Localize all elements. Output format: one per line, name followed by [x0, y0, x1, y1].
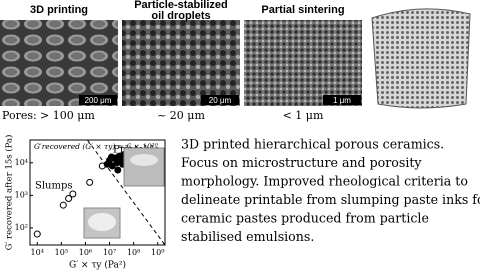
sem-image: [244, 20, 362, 106]
x-tick-label: 10⁷: [103, 248, 116, 257]
panel-title: 3D printing: [30, 4, 88, 16]
x-tick-label: 10⁹: [151, 248, 165, 257]
summary-line: stabilised emulsions.: [181, 229, 314, 244]
pores-label: Pores:: [2, 109, 37, 122]
sem-image: [122, 20, 240, 106]
data-point: [86, 178, 94, 186]
x-axis-label: G′ × τy (Pa²): [69, 260, 126, 271]
pore-size: > 100 μm: [40, 109, 95, 122]
sem-image: [0, 20, 118, 106]
x-tick-label: 10⁴: [31, 248, 44, 257]
x-tick-label: 10⁶: [79, 248, 92, 257]
scale-bar: 1 μm: [333, 96, 351, 105]
summary-line: 3D printed hierarchical porous ceramics.: [181, 137, 444, 152]
panel-title: oil droplets: [151, 10, 210, 22]
data-point: [65, 195, 73, 203]
scale-bar: 200 μm: [85, 96, 112, 105]
plot-frame: [29, 139, 166, 246]
x-tick-label: 10⁵: [55, 248, 68, 257]
y-tick-label: 10³: [15, 190, 28, 199]
y-tick-label: 10²: [15, 223, 28, 232]
scale-bar-bg: [201, 95, 239, 105]
summary-line: ceramic pastes produced from particle: [181, 211, 429, 226]
scale-bar-bg: [323, 95, 361, 105]
summary-line: delineate printable from slumping paste …: [181, 192, 480, 207]
y-axis-label: G′ recovered after 15s (Pa): [4, 135, 15, 251]
pore-size: ~ 20 μm: [157, 109, 205, 122]
x-tick-label: 10⁸: [127, 248, 140, 257]
data-point: [59, 201, 67, 209]
series-label: Slumps: [35, 181, 73, 192]
y-tick-label: 10⁴: [15, 158, 28, 167]
pore-size: < 1 μm: [283, 109, 324, 122]
summary-line: Focus on microstructure and porosity: [181, 155, 422, 170]
data-point: [107, 153, 115, 161]
scale-bar-bg: [79, 95, 117, 105]
panel-title: Particle-stabilized: [134, 0, 228, 11]
data-point: [33, 230, 41, 238]
inset-photos: [83, 147, 165, 239]
data-point: [114, 166, 122, 174]
threshold-line: [86, 139, 166, 246]
render-3d: [371, 8, 471, 109]
chart-title: G′recovered (G′ × τy) ≈ 6 × 10¹⁰: [34, 142, 158, 151]
summary-line: morphology. Improved rheological criteri…: [181, 174, 468, 189]
data-point: [69, 190, 77, 198]
scale-bar: 20 μm: [209, 96, 232, 105]
panel-title: Partial sintering: [261, 4, 344, 16]
